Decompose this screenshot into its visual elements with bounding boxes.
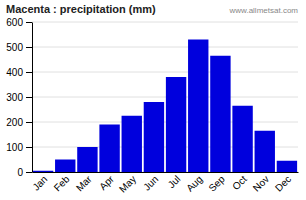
tick-label: Jun <box>141 173 160 192</box>
axis-line <box>33 172 299 173</box>
grid-line <box>32 47 298 48</box>
tick-label: 400 <box>6 67 23 78</box>
tick: May <box>117 173 138 194</box>
grid-line <box>32 22 298 23</box>
tick: 300 <box>6 92 32 103</box>
tick: 600 <box>6 17 32 28</box>
y-axis: 0 100 200 300 400 500 600 <box>6 17 32 178</box>
tick: 200 <box>6 117 32 128</box>
bar <box>33 171 53 172</box>
bar <box>77 147 97 172</box>
tick: 100 <box>6 142 32 153</box>
tick-label: Sep <box>206 173 227 194</box>
tick-label: Jan <box>30 173 49 192</box>
tick-label: Oct <box>230 173 249 192</box>
grid-line <box>32 122 298 123</box>
tick-label: 100 <box>6 142 23 153</box>
tick-label: May <box>117 173 138 194</box>
tick-label: 0 <box>17 167 23 178</box>
bar <box>55 160 75 173</box>
bar <box>210 56 230 172</box>
grid-line <box>32 97 298 98</box>
bar <box>277 161 297 172</box>
bar <box>232 106 252 172</box>
tick: Jan <box>30 173 49 192</box>
grid <box>32 22 298 172</box>
tick-label: Mar <box>74 173 94 193</box>
tick-mark <box>26 97 32 98</box>
tick-mark <box>26 147 32 148</box>
axis-line <box>32 23 33 173</box>
tick-label: Aug <box>184 173 204 193</box>
bar <box>144 102 164 172</box>
grid-line <box>32 72 298 73</box>
tick-label: Nov <box>251 173 271 193</box>
tick: Nov <box>251 173 271 193</box>
tick: Jul <box>166 173 183 190</box>
tick: Jun <box>141 173 160 192</box>
tick-label: Dec <box>273 173 293 193</box>
bar <box>99 125 119 173</box>
title: Macenta : precipitation (mm) <box>6 3 156 15</box>
tick-mark <box>26 22 32 23</box>
tick-mark <box>26 72 32 73</box>
bar <box>188 40 208 173</box>
tick: Dec <box>273 173 293 193</box>
annotation: www.allmetsat.com <box>229 6 299 15</box>
tick-label: 600 <box>6 17 23 28</box>
tick-label: 300 <box>6 92 23 103</box>
tick: Mar <box>74 173 94 193</box>
tick: 0 <box>17 167 32 178</box>
tick: Oct <box>230 173 249 192</box>
tick-label: 500 <box>6 42 23 53</box>
tick-mark <box>26 47 32 48</box>
tick: 400 <box>6 67 32 78</box>
tick: Apr <box>97 173 116 192</box>
tick-mark <box>26 122 32 123</box>
tick-label: Feb <box>52 173 72 193</box>
tick-mark <box>26 172 32 173</box>
tick: Sep <box>206 173 227 194</box>
bar <box>122 116 142 172</box>
tick: Feb <box>52 173 72 193</box>
tick-label: Jul <box>166 173 183 190</box>
x-axis: JanFebMarAprMayJun JulAugSepOctNovDec <box>30 173 298 195</box>
tick-label: 200 <box>6 117 23 128</box>
bar <box>255 131 275 172</box>
tick: 500 <box>6 42 32 53</box>
tick: Aug <box>184 173 204 193</box>
bar <box>166 77 186 172</box>
plot-area <box>33 40 297 173</box>
chart: 0 100 200 300 400 500 600 JanFebMarAprMayJun Jul… <box>0 0 306 200</box>
tick-label: Apr <box>97 173 116 192</box>
